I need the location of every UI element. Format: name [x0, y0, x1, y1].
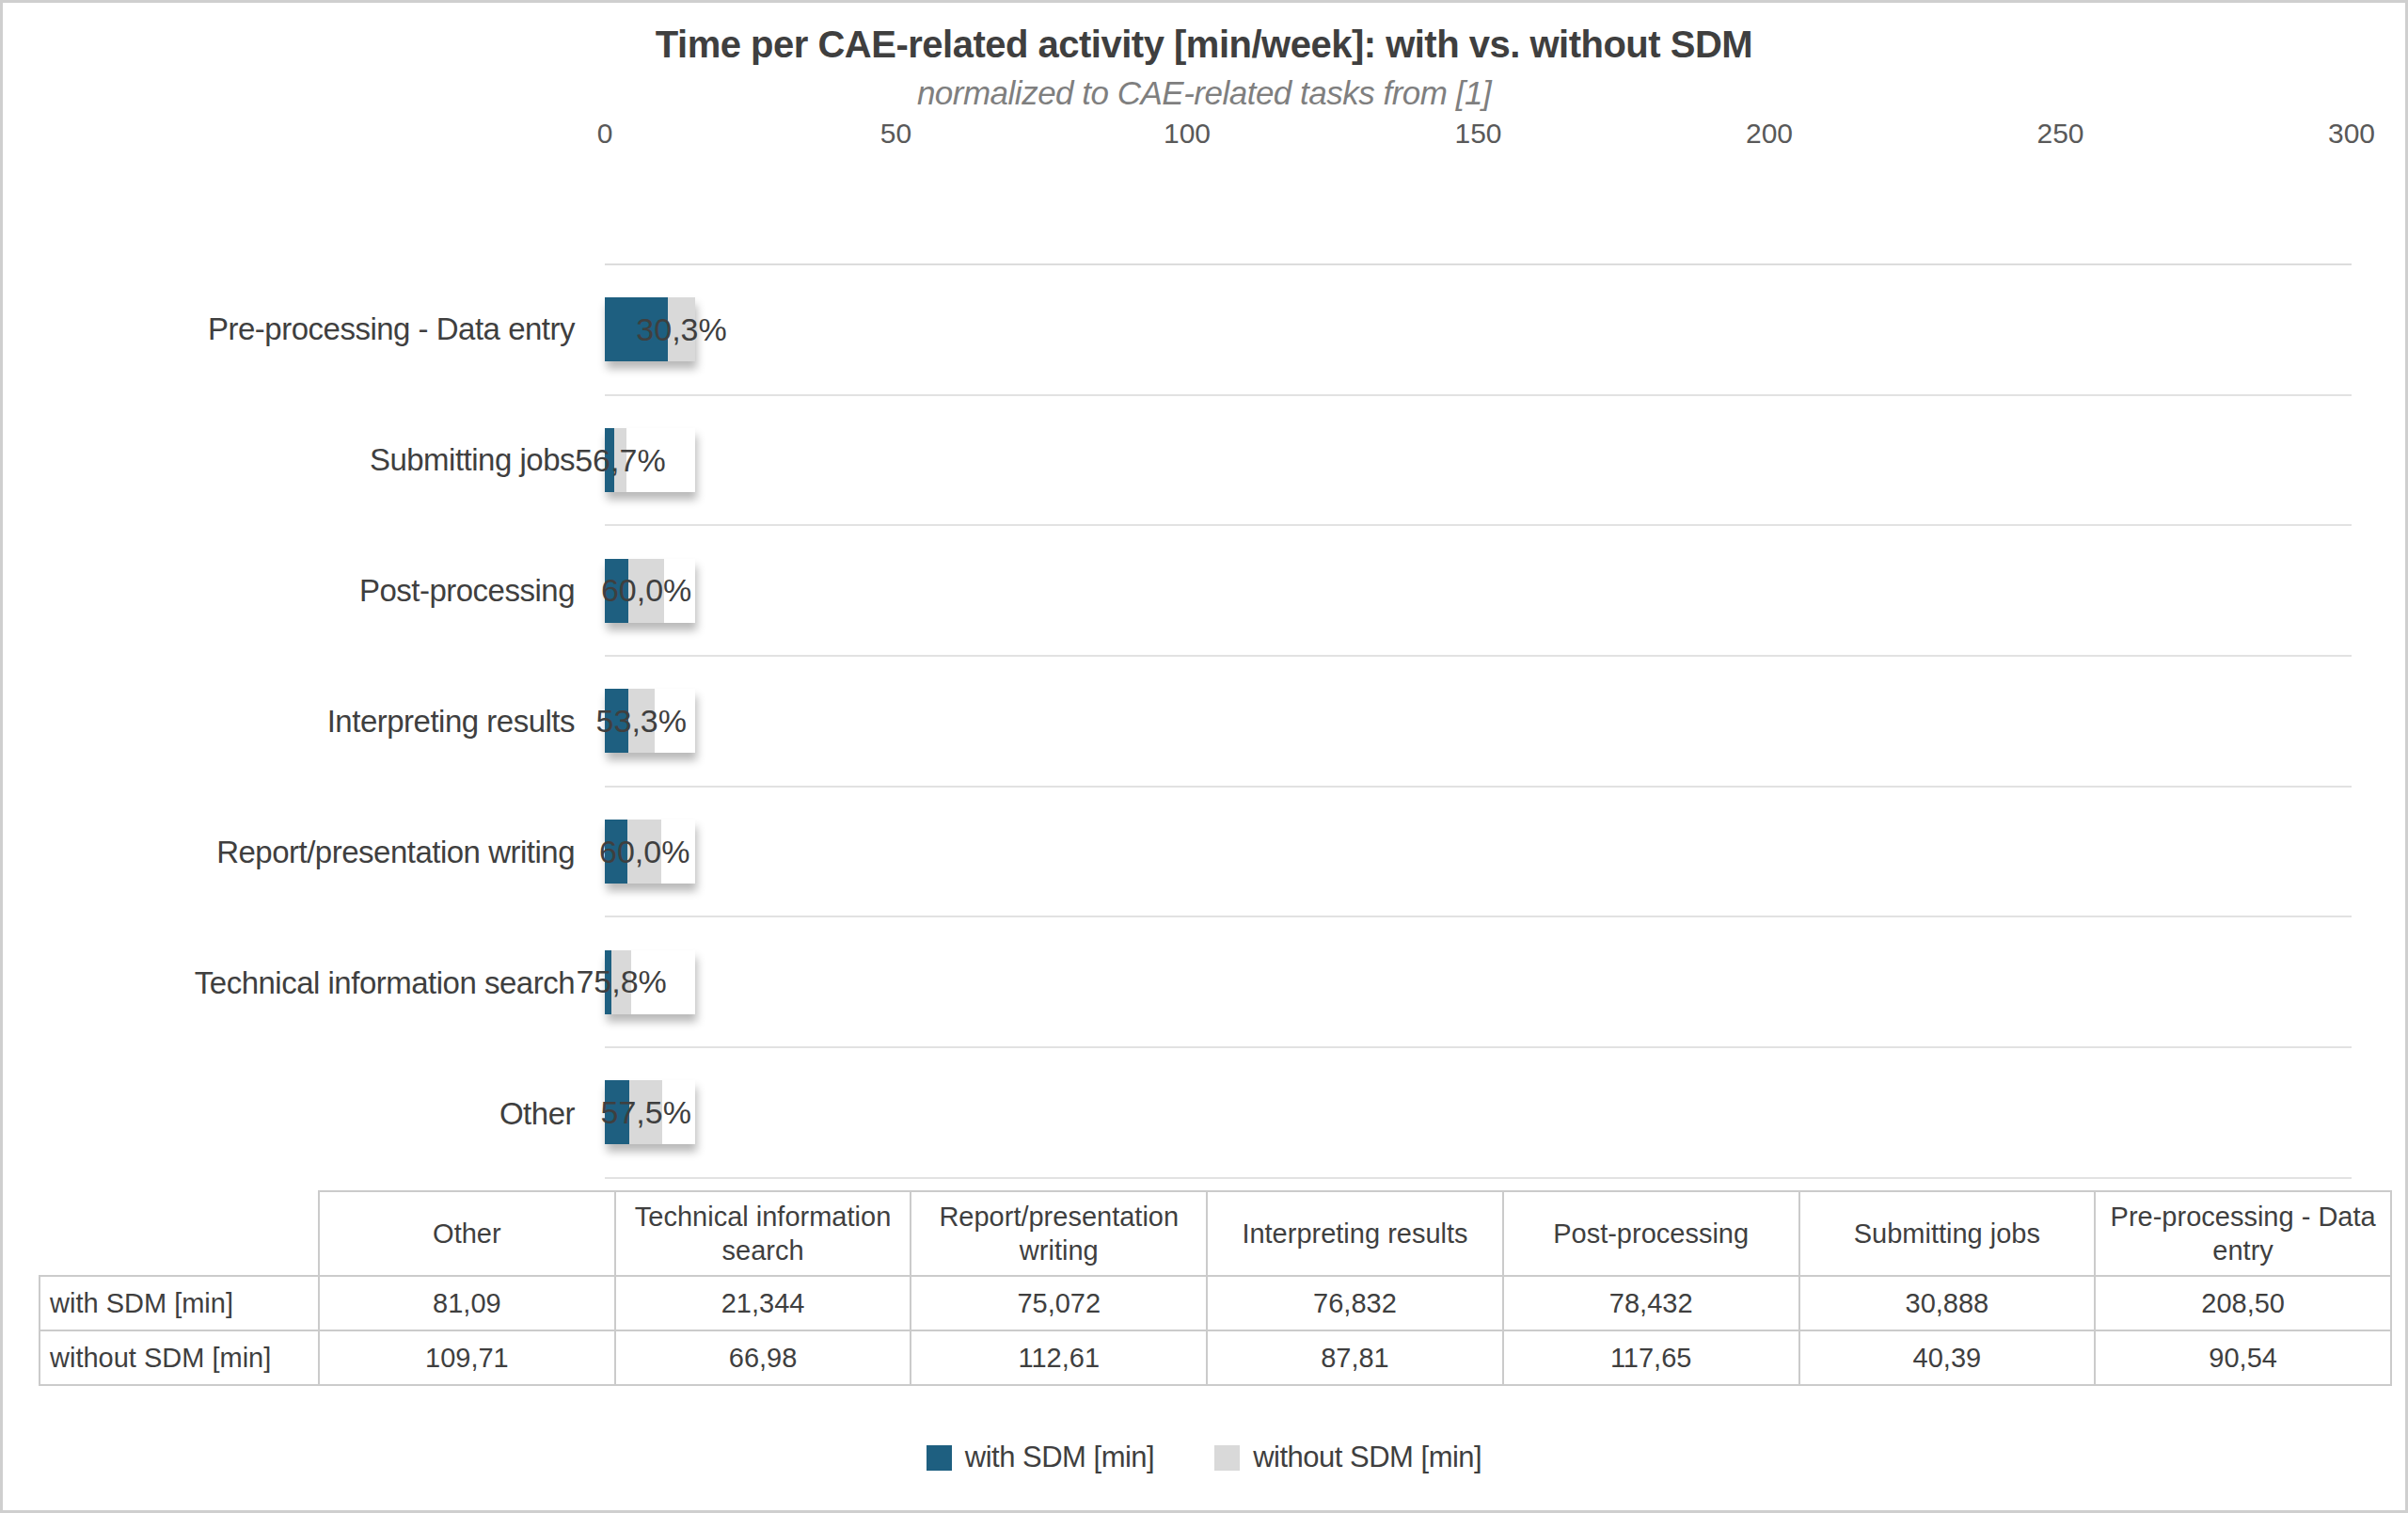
bar-segment-without-sdm: 75,8% [611, 950, 632, 1014]
bar-stack: 60,0% [605, 820, 695, 884]
bar-stack: 30,3% [605, 297, 695, 361]
bar-row: 53,3% [605, 657, 2352, 788]
table-header-cell: Pre-processing - Data entry [2095, 1191, 2391, 1276]
bar-percent-label: 30,3% [636, 311, 726, 348]
bar-row: 75,8% [605, 917, 2352, 1048]
x-axis-tick: 200 [1746, 118, 1793, 150]
table-cell: 117,65 [1503, 1330, 1799, 1385]
legend-label: without SDM [min] [1253, 1441, 1481, 1474]
chart-subtitle: normalized to CAE-related tasks from [1] [3, 74, 2405, 112]
bar-row: 56,7% [605, 396, 2352, 527]
legend-item: with SDM [min] [927, 1441, 1154, 1474]
bar-percent-label: 57,5% [600, 1094, 690, 1131]
bar-row: 57,5% [605, 1048, 2352, 1179]
category-axis: Pre-processing - Data entry Submitting j… [3, 263, 575, 1179]
bar-segment-without-sdm: 60,0% [627, 820, 661, 884]
x-axis-tick: 100 [1164, 118, 1211, 150]
table-header-cell: Submitting jobs [1799, 1191, 2096, 1276]
table-cell: 40,39 [1799, 1330, 2096, 1385]
chart-legend: with SDM [min] without SDM [min] [3, 1441, 2405, 1474]
bar-percent-label: 60,0% [601, 572, 691, 609]
table-cell: 87,81 [1207, 1330, 1503, 1385]
table-cell: 66,98 [615, 1330, 911, 1385]
bar-segment-without-sdm: 56,7% [614, 428, 626, 492]
table-header-cell: Other [319, 1191, 615, 1276]
bar-segment-without-sdm: 53,3% [628, 689, 655, 753]
table-cell: 76,832 [1207, 1276, 1503, 1330]
table-header-cell: Post-processing [1503, 1191, 1799, 1276]
table-cell: 109,71 [319, 1330, 615, 1385]
bar-stack: 60,0% [605, 559, 695, 623]
data-table: Other Technical information search Repor… [39, 1190, 2392, 1386]
bar-stack: 53,3% [605, 689, 695, 753]
legend-swatch-without-sdm-icon [1214, 1445, 1240, 1471]
bar-row: 60,0% [605, 526, 2352, 657]
table-cell: 21,344 [615, 1276, 911, 1330]
table-cell: 90,54 [2095, 1330, 2391, 1385]
table-cell: 81,09 [319, 1276, 615, 1330]
chart-title: Time per CAE-related activity [min/week]… [3, 24, 2405, 66]
legend-swatch-with-sdm-icon [927, 1445, 952, 1471]
bar-stack: 57,5% [605, 1080, 695, 1144]
table-cell: 78,432 [1503, 1276, 1799, 1330]
table-row-header: with SDM [min] [40, 1276, 319, 1330]
plot-area: 30,3% 56,7% 60,0% 53,3% 60,0% [605, 263, 2352, 1179]
table-row-header: without SDM [min] [40, 1330, 319, 1385]
table-header-cell: Interpreting results [1207, 1191, 1503, 1276]
bar-segment-without-sdm: 60,0% [628, 559, 664, 623]
bar-percent-label: 75,8% [576, 964, 666, 1000]
table-header-row: Other Technical information search Repor… [40, 1191, 2391, 1276]
category-label: Other [3, 1048, 575, 1179]
chart-frame: Time per CAE-related activity [min/week]… [0, 0, 2408, 1513]
bar-row: 60,0% [605, 788, 2352, 918]
bar-stack: 56,7% [605, 428, 695, 492]
bar-percent-label: 53,3% [596, 703, 687, 740]
category-label: Interpreting results [3, 656, 575, 787]
table-header-cell: Report/presentation writing [911, 1191, 1207, 1276]
category-label: Post-processing [3, 525, 575, 656]
category-label: Pre-processing - Data entry [3, 263, 575, 394]
table-cell: 30,888 [1799, 1276, 2096, 1330]
x-axis-tick: 250 [2036, 118, 2083, 150]
x-axis: 0 50 100 150 200 250 300 [605, 118, 2352, 155]
table-cell: 112,61 [911, 1330, 1207, 1385]
table-cell: 75,072 [911, 1276, 1207, 1330]
table-row: without SDM [min] 109,71 66,98 112,61 87… [40, 1330, 2391, 1385]
bar-percent-label: 56,7% [575, 442, 665, 479]
legend-label: with SDM [min] [965, 1441, 1154, 1474]
category-label: Technical information search [3, 917, 575, 1048]
bar-segment-without-sdm: 30,3% [668, 297, 695, 361]
category-label: Report/presentation writing [3, 787, 575, 917]
x-axis-tick: 300 [2328, 118, 2375, 150]
category-label: Submitting jobs [3, 394, 575, 525]
bar-percent-label: 60,0% [599, 834, 689, 870]
table-header-cell: Technical information search [615, 1191, 911, 1276]
legend-item: without SDM [min] [1214, 1441, 1481, 1474]
table-corner-cell [40, 1191, 319, 1276]
bar-segment-without-sdm: 57,5% [629, 1080, 662, 1144]
bar-row: 30,3% [605, 265, 2352, 396]
x-axis-tick: 50 [880, 118, 911, 150]
x-axis-tick: 150 [1454, 118, 1501, 150]
table-cell: 208,50 [2095, 1276, 2391, 1330]
bar-stack: 75,8% [605, 950, 695, 1014]
table-row: with SDM [min] 81,09 21,344 75,072 76,83… [40, 1276, 2391, 1330]
x-axis-tick: 0 [597, 118, 613, 150]
